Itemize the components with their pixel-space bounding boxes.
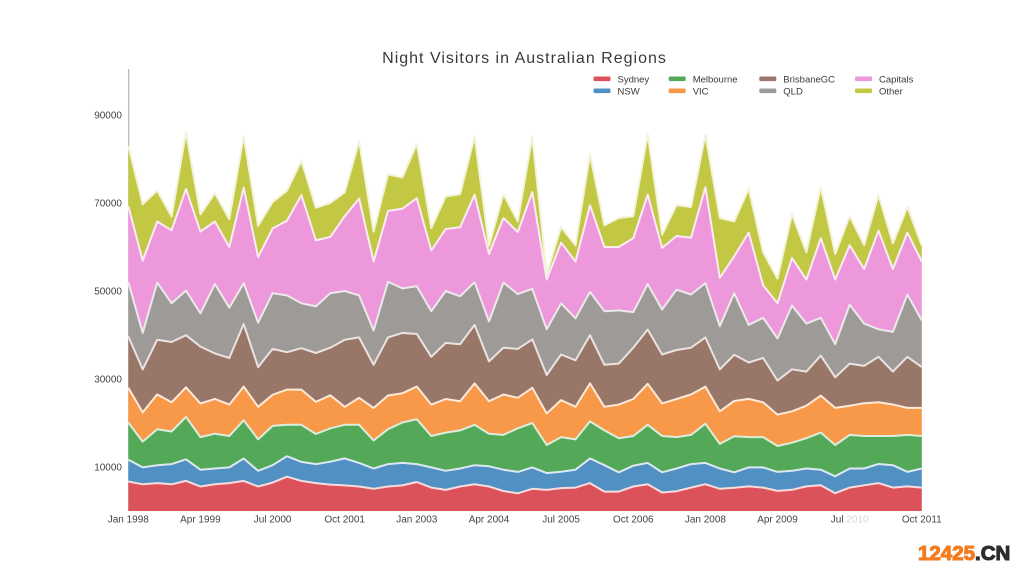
svg-text:Melbourne: Melbourne (693, 75, 738, 86)
svg-text:Apr 2004: Apr 2004 (469, 515, 510, 526)
svg-text:Oct 2011: Oct 2011 (902, 515, 942, 526)
svg-text:90000: 90000 (94, 111, 122, 122)
svg-text:Jan 1998: Jan 1998 (108, 515, 150, 526)
svg-text:BrisbaneGC: BrisbaneGC (783, 75, 835, 86)
svg-text:NSW: NSW (618, 87, 640, 98)
svg-text:Oct 2001: Oct 2001 (324, 515, 365, 526)
svg-text:Jul 2005: Jul 2005 (542, 515, 580, 526)
svg-text:Sydney: Sydney (618, 75, 650, 86)
svg-text:Capitals: Capitals (879, 75, 914, 86)
svg-text:Jan 2008: Jan 2008 (685, 515, 727, 526)
svg-text:VIC: VIC (693, 87, 709, 98)
svg-text:12425.CN: 12425.CN (918, 542, 1010, 565)
svg-text:Apr 1999: Apr 1999 (180, 515, 221, 526)
svg-text:Jul 2000: Jul 2000 (254, 515, 292, 526)
svg-text:Night Visitors in Australian R: Night Visitors in Australian Regions (382, 50, 667, 67)
svg-text:Oct 2006: Oct 2006 (613, 515, 654, 526)
svg-text:30000: 30000 (94, 375, 122, 386)
svg-text:Jan 2003: Jan 2003 (396, 515, 438, 526)
svg-text:10000: 10000 (94, 463, 122, 474)
svg-text:70000: 70000 (94, 199, 122, 210)
svg-text:Other: Other (879, 87, 903, 98)
svg-text:50000: 50000 (94, 287, 122, 298)
svg-text:Apr 2009: Apr 2009 (757, 515, 798, 526)
svg-text:QLD: QLD (783, 87, 803, 98)
